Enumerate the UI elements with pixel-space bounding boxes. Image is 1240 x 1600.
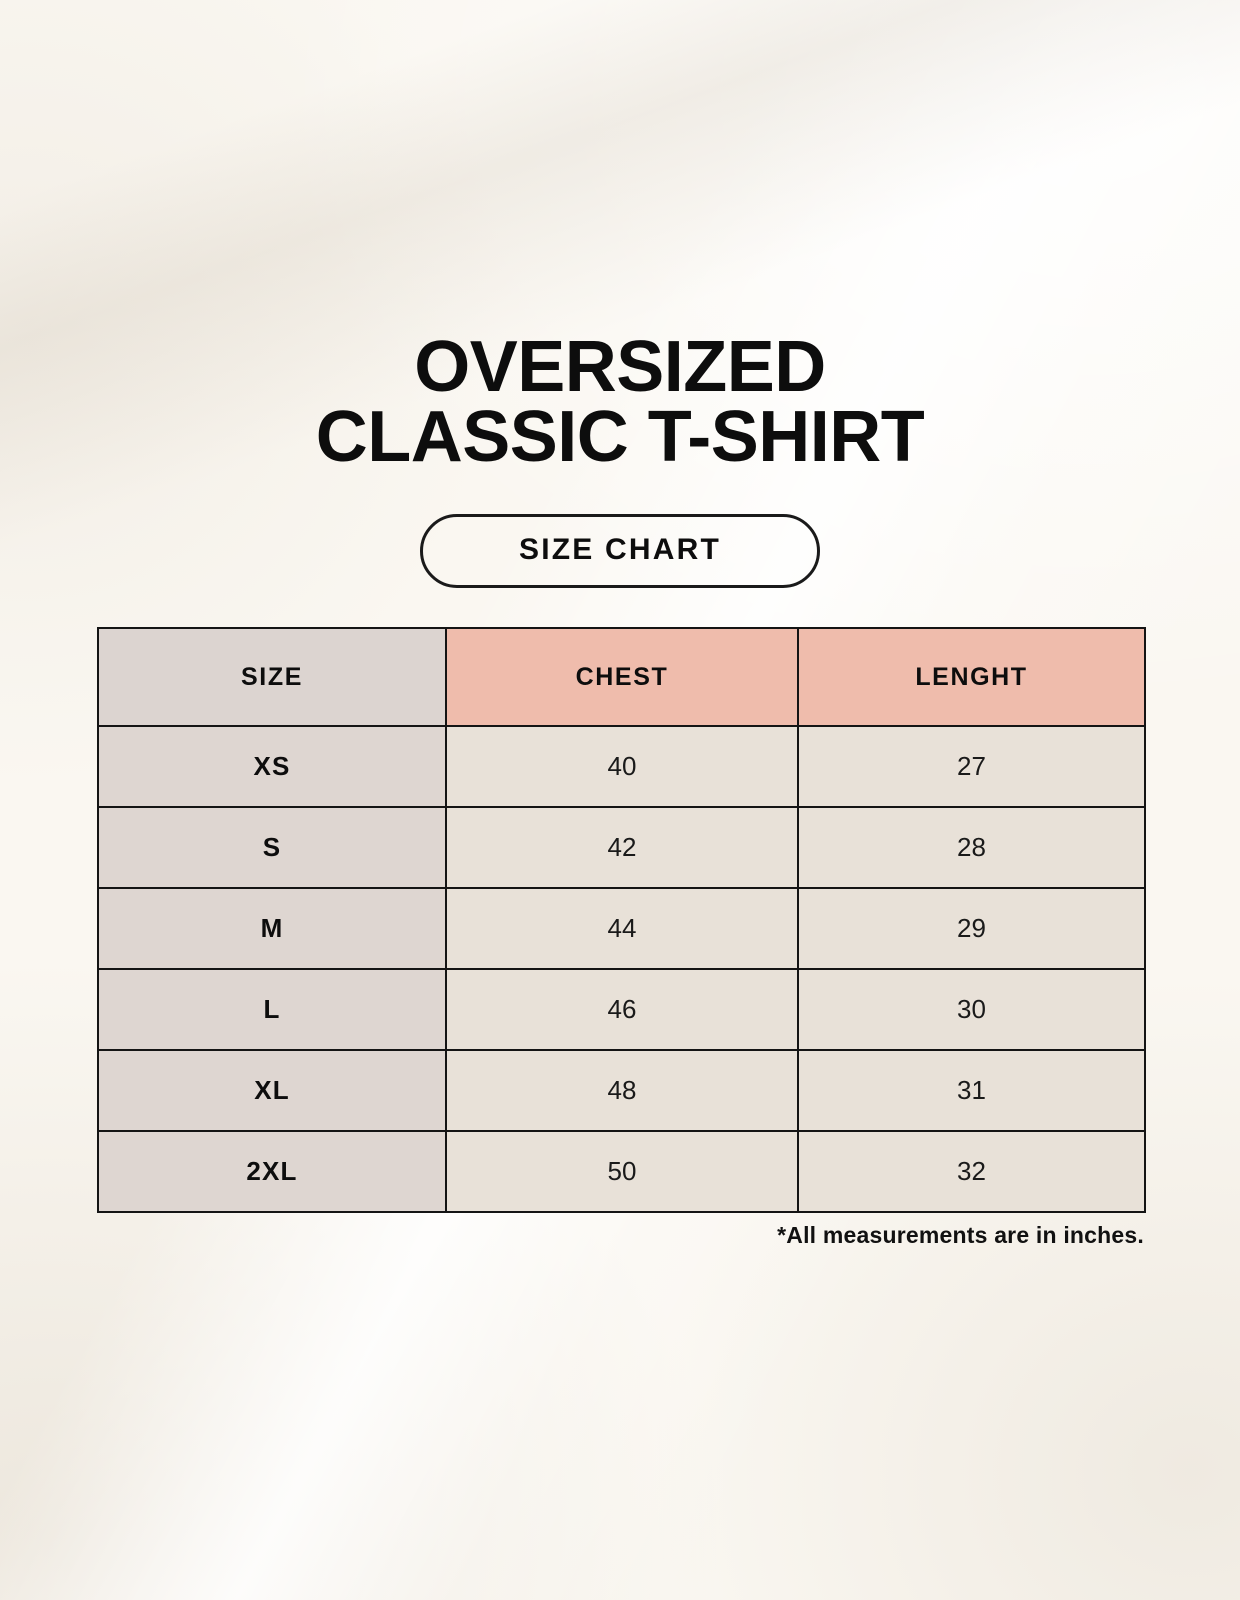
cell-size: XS xyxy=(97,725,447,808)
table-body: XS 40 27 S 42 28 M 44 29 L 46 30 xyxy=(97,725,1146,1213)
cell-size: L xyxy=(97,968,447,1051)
cell-chest: 42 xyxy=(445,806,799,889)
size-chart-badge-container: SIZE CHART xyxy=(0,514,1240,588)
cell-length: 29 xyxy=(797,887,1146,970)
table-row: S 42 28 xyxy=(97,806,1146,889)
size-chart-badge: SIZE CHART xyxy=(420,514,820,588)
cell-size: 2XL xyxy=(97,1130,447,1213)
cell-length: 30 xyxy=(797,968,1146,1051)
cell-length: 27 xyxy=(797,725,1146,808)
column-header-chest: CHEST xyxy=(445,627,799,727)
cell-chest: 50 xyxy=(445,1130,799,1213)
size-chart-table-container: SIZE CHEST LENGHT XS 40 27 S 42 28 M xyxy=(97,627,1146,1213)
page-title: OVERSIZED CLASSIC T-SHIRT xyxy=(0,327,1240,477)
cell-size: M xyxy=(97,887,447,970)
table-row: XL 48 31 xyxy=(97,1049,1146,1132)
table-row: M 44 29 xyxy=(97,887,1146,970)
cell-length: 32 xyxy=(797,1130,1146,1213)
table-header-row: SIZE CHEST LENGHT xyxy=(97,627,1146,727)
size-chart-table: SIZE CHEST LENGHT XS 40 27 S 42 28 M xyxy=(97,627,1146,1213)
cell-length: 31 xyxy=(797,1049,1146,1132)
cell-chest: 40 xyxy=(445,725,799,808)
column-header-length: LENGHT xyxy=(797,627,1146,727)
page-title-line-1: OVERSIZED xyxy=(414,327,826,407)
cell-chest: 48 xyxy=(445,1049,799,1132)
measurement-note: *All measurements are in inches. xyxy=(777,1222,1144,1248)
table-row: XS 40 27 xyxy=(97,725,1146,808)
table-row: L 46 30 xyxy=(97,968,1146,1051)
page-title-line-2: CLASSIC T-SHIRT xyxy=(315,397,925,477)
column-header-size: SIZE xyxy=(97,627,447,727)
cell-chest: 44 xyxy=(445,887,799,970)
cell-size: XL xyxy=(97,1049,447,1132)
cell-length: 28 xyxy=(797,806,1146,889)
table-header: SIZE CHEST LENGHT xyxy=(97,627,1146,727)
cell-chest: 46 xyxy=(445,968,799,1051)
cell-size: S xyxy=(97,806,447,889)
table-row: 2XL 50 32 xyxy=(97,1130,1146,1213)
